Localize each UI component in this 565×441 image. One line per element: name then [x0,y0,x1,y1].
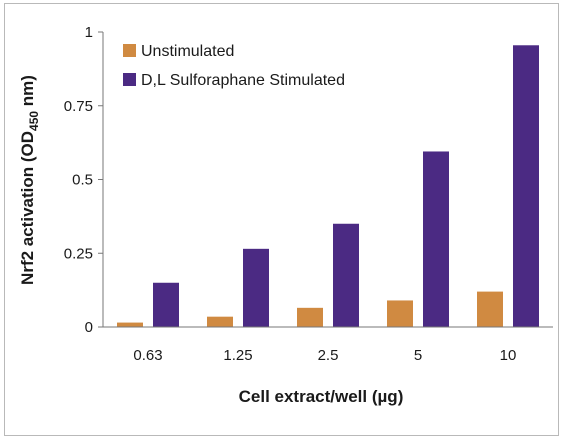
bar-unstimulated-5 [387,300,413,327]
bars [117,45,539,328]
bar-unstimulated-2-5 [297,307,323,327]
y-axis-title-subscript: 450 [27,111,41,131]
legend-swatch-unstimulated [123,44,136,57]
x-tick-label-5: 5 [414,347,422,364]
bar-unstimulated-0-63 [117,322,143,327]
x-tick-label-10: 10 [500,347,517,364]
x-tick-label-0-63: 0.63 [133,347,162,364]
bar-d-l-sulforaphane-stimulated-1-25 [243,248,269,327]
bar-unstimulated-1-25 [207,316,233,327]
y-tick-label-0-5: 0.5 [72,172,93,189]
y-axis-title-unit: nm) [18,75,37,111]
legend-label-sulforaphane: D,L Sulforaphane Stimulated [141,72,345,89]
x-tick-label-1-25: 1.25 [223,347,252,364]
y-axis-title: Nrf2 activation (OD450 nm) [18,75,41,285]
y-tick-label-0: 0 [85,319,93,336]
bar-d-l-sulforaphane-stimulated-0-63 [153,282,179,327]
y-axis-ticks: 0 0.25 0.5 0.75 1 [64,24,103,336]
x-axis-title: Cell extract/well (µg) [239,387,404,406]
y-tick-label-0-25: 0.25 [64,245,93,262]
legend: Unstimulated D,L Sulforaphane Stimulated [123,43,345,89]
bar-d-l-sulforaphane-stimulated-2-5 [333,223,359,327]
y-tick-label-1: 1 [85,24,93,41]
legend-label-unstimulated: Unstimulated [141,43,234,60]
y-axis-title-main: Nrf2 activation (OD [18,131,37,285]
chart-frame: 0 0.25 0.5 0.75 1 0.63 1.25 2.5 5 10 Unstimulate… [4,3,559,436]
x-tick-label-2-5: 2.5 [318,347,339,364]
bar-d-l-sulforaphane-stimulated-5 [423,151,449,327]
y-tick-label-0-75: 0.75 [64,98,93,115]
x-axis-ticks: 0.63 1.25 2.5 5 10 [133,347,516,364]
bar-d-l-sulforaphane-stimulated-10 [513,45,539,328]
legend-swatch-sulforaphane [123,73,136,86]
bar-chart: 0 0.25 0.5 0.75 1 0.63 1.25 2.5 5 10 Unstimulate… [18,24,553,406]
bar-unstimulated-10 [477,291,503,327]
